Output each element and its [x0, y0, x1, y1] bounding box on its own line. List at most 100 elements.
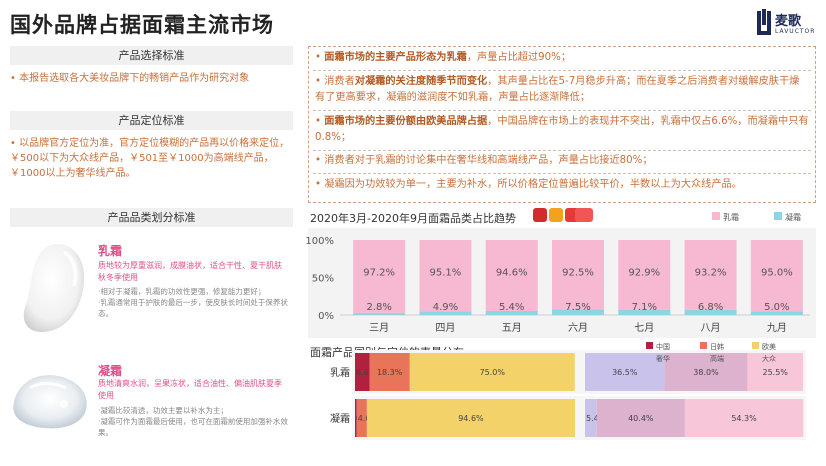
x-tick-label: 三月	[369, 322, 389, 334]
data-label: 94.6%	[458, 414, 484, 423]
bar-cream	[353, 240, 406, 313]
data-label-gel: 5.4%	[499, 302, 524, 313]
gel-note-2: ·凝霜可作为面霜最后使用，也可在面霜前使用加强补水效果。	[98, 417, 288, 437]
cream-note-2: ·乳霜通常用于护肤的最后一步，使皮肤长时间处于保养状态。	[98, 298, 288, 318]
x-tick-label: 六月	[568, 322, 588, 334]
bar-国别-中国	[355, 399, 357, 437]
bar-cream	[618, 240, 671, 310]
data-label: 5.4%	[586, 414, 607, 423]
legend-label: 大众	[762, 354, 776, 363]
bar-定位-奢华	[585, 399, 597, 437]
x-tick-label: 九月	[767, 322, 787, 334]
data-label-cream: 92.5%	[562, 267, 594, 278]
bar-gel	[618, 309, 671, 315]
legend-swatch	[700, 354, 707, 361]
page-title: 国外品牌占据面霜主流市场	[10, 13, 274, 37]
cream-note-1: ·相对于凝霜，乳霜的功效性更强，修复能力更好；	[98, 287, 266, 296]
cream-image	[23, 243, 85, 333]
bar-定位-高端	[596, 399, 685, 437]
legend-swatch	[646, 342, 653, 349]
x-tick-label: 八月	[701, 322, 721, 334]
cream-notes: ·相对于凝霜，乳霜的功效性更强，修复能力更好； ·乳霜通常用于护肤的最后一步，使…	[98, 286, 288, 319]
logo-mark-icon	[757, 11, 771, 35]
summary-item-2: • 消费者对凝霜的关注度随季节而变化，其声量占比在5-7月稳步升高；而在夏季之后…	[315, 76, 800, 103]
legend-label: 欧美	[762, 342, 776, 351]
x-tick-label: 七月	[634, 322, 654, 334]
data-label: 36.5%	[612, 368, 638, 377]
legend-swatch	[752, 342, 759, 349]
gel-notes: ·凝霜比较清透，功效主要以补水为主； ·凝霜可作为面霜最后使用，也可在面霜前使用…	[98, 405, 288, 438]
bar-gel	[419, 311, 472, 315]
data-label: 38.0%	[693, 368, 719, 377]
xiaohongshu-icon	[575, 208, 593, 222]
legend-label: 中国	[656, 342, 670, 351]
gel-note-1: ·凝霜比较清透，功效主要以补水为主；	[98, 406, 228, 415]
bar-cream	[552, 240, 604, 310]
summary-box: • 面霜市场的主要产品形态为乳霜，声量占比超过90%； • 消费者对凝霜的关注度…	[308, 46, 816, 203]
selection-text: • 本报告选取各大美妆品牌下的畅销产品作为研究对象	[10, 73, 250, 84]
gel-desc: 质地清爽水润，呈果冻状，适合油性、偏油肌肤夏季使用	[98, 379, 282, 400]
bar-国别-中国	[355, 353, 370, 391]
positioning-text: • 以品牌官方定位为准，官方定位模糊的产品再以价格来定位，￥500以下为大众线产…	[10, 138, 290, 179]
bar-cream	[485, 240, 538, 311]
data-label-cream: 93.2%	[695, 267, 727, 278]
legend-label: 凝霜	[785, 212, 801, 222]
legend-swatch	[700, 342, 707, 349]
bar-国别-日韩	[369, 353, 410, 391]
data-label-cream: 95.1%	[430, 267, 462, 278]
y-category-label: 乳霜	[330, 366, 350, 379]
bar-gel	[750, 311, 803, 315]
bar-cream	[684, 240, 737, 310]
data-label-gel: 2.8%	[366, 302, 391, 313]
y-category-label: 凝霜	[330, 413, 350, 425]
data-label: 25.5%	[762, 368, 788, 377]
positioning-heading: 产品定位标准	[10, 111, 293, 130]
bar-国别-欧美	[409, 353, 575, 391]
legend-swatch	[712, 212, 720, 220]
weibo-icon	[549, 208, 563, 222]
summary-item-5: • 凝霜因为功效较为单一，主要为补水，所以价格定位普遍比较平价，半数以上为大众线…	[315, 179, 742, 190]
legend-swatch	[646, 354, 653, 361]
bar-gel	[485, 310, 538, 315]
summary-item-1: • 面霜市场的主要产品形态为乳霜，声量占比超过90%；	[315, 52, 572, 63]
bar-gel	[552, 309, 604, 315]
data-label-gel: 6.8%	[698, 302, 723, 313]
cream-desc: 质地较为厚重滋润，成膜油状，适合干性、夏干肌肤秋冬季使用	[98, 261, 282, 282]
data-label-gel: 7.5%	[565, 302, 590, 313]
data-label: 6.6%	[356, 368, 377, 377]
data-label-gel: 7.1%	[632, 302, 657, 313]
logo-name: 麦歌	[775, 14, 802, 29]
data-label-gel: 5.0%	[764, 302, 789, 313]
cream-name: 乳霜	[98, 244, 123, 258]
bar-国别-欧美	[366, 399, 575, 437]
bar-定位-大众	[684, 399, 804, 437]
data-label-cream: 95.0%	[761, 267, 793, 278]
gel-name: 凝霜	[98, 364, 123, 378]
trend-chart-title: 2020年3月-2020年9月面霜品类占比趋势	[310, 212, 516, 225]
bar-cream	[750, 240, 803, 312]
legend-label: 日韩	[710, 342, 724, 351]
data-label: 40.4%	[628, 414, 654, 423]
legend-swatch	[774, 212, 782, 220]
summary-item-3: • 面霜市场的主要份额由欧美品牌占据，中国品牌在市场上的表现并不突出，乳霜中仅占…	[315, 116, 809, 143]
y-tick-label: 0%	[318, 311, 334, 322]
legend-swatch	[752, 354, 759, 361]
legend-label: 乳霜	[723, 212, 739, 222]
bar-cream	[419, 240, 472, 312]
data-label-cream: 94.6%	[496, 267, 528, 278]
brand-logo: 麦歌 LAVUCTOR	[757, 9, 821, 41]
legend-label: 高端	[710, 354, 724, 363]
bar-gel	[353, 312, 406, 315]
data-label: 54.3%	[731, 414, 757, 423]
y-tick-label: 50%	[312, 274, 334, 285]
data-label: 18.3%	[377, 368, 403, 377]
data-label: 75.0%	[480, 368, 506, 377]
legend-label: 奢华	[656, 354, 670, 363]
title-bar: 国外品牌占据面霜主流市场 麦歌 LAVUCTOR	[0, 0, 826, 44]
data-label-gel: 4.9%	[433, 302, 458, 313]
bar-gel	[684, 309, 737, 315]
y-tick-label: 100%	[305, 236, 334, 247]
gel-image	[13, 375, 87, 429]
